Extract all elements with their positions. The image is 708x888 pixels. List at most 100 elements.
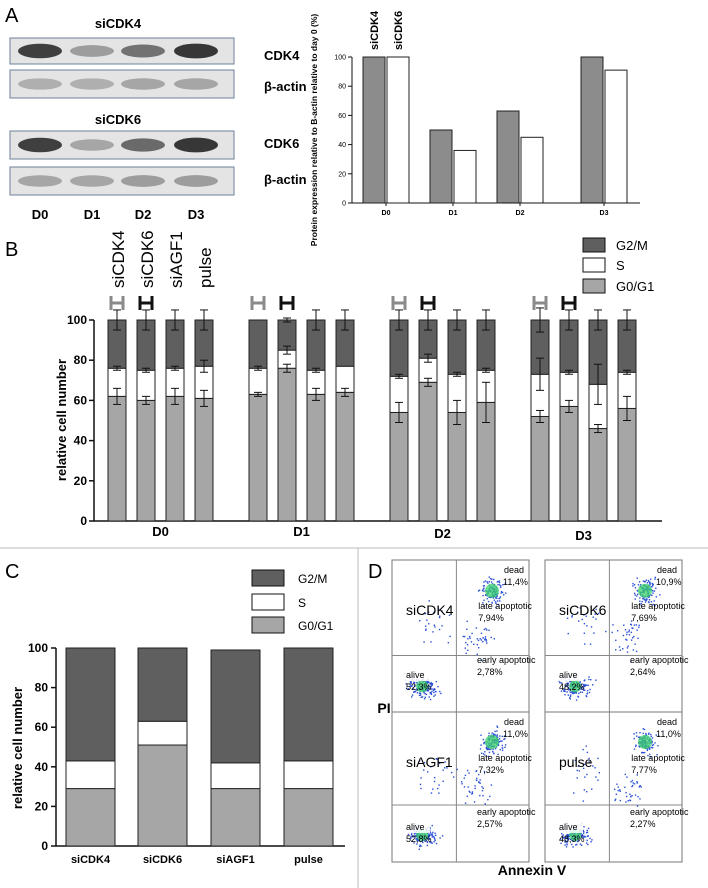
facs-event-dot: [496, 595, 498, 597]
facs-event-dot: [581, 686, 584, 688]
legend-swatch-g2m: [582, 237, 606, 253]
facs-event-dot: [577, 695, 579, 698]
facs-event-dot: [435, 834, 437, 837]
facs-event-dot: [474, 785, 476, 787]
facs-event-dot: [411, 835, 413, 837]
facs-event-dot: [494, 730, 496, 733]
facs-event-dot: [569, 838, 572, 841]
facs-event-dot: [467, 786, 469, 788]
facs-event-dot: [655, 734, 657, 736]
facs-event-dot: [498, 597, 501, 600]
blot-band: [174, 137, 218, 153]
facs-event-dot: [565, 835, 567, 837]
facs-event-dot: [432, 831, 434, 834]
facs-event-dot: [504, 744, 507, 746]
facs-event-dot: [564, 685, 566, 688]
chart-b-group-label: D3: [575, 528, 592, 543]
facs-event-dot: [418, 760, 421, 762]
blot-band: [121, 44, 165, 58]
facs-event-dot: [583, 763, 586, 766]
facs-event-dot: [583, 632, 586, 634]
facs-event-dot: [617, 786, 619, 788]
facs-event-dot: [468, 635, 471, 638]
facs-event-dot: [586, 829, 588, 832]
facs-event-dot: [503, 594, 505, 596]
facs-event-dot: [491, 601, 493, 604]
facs-event-dot: [432, 835, 434, 837]
panel-letter-c: C: [5, 561, 19, 583]
chart-a-bar: [580, 56, 604, 204]
facs-event-dot: [587, 684, 589, 687]
facs-event-dot: [435, 758, 437, 760]
facs-event-dot: [430, 693, 433, 696]
facs-event-dot: [635, 735, 638, 737]
facs-event-dot: [490, 784, 493, 786]
facs-event-dot: [501, 740, 503, 742]
facs-event-dot: [431, 690, 433, 693]
facs-event-dot: [470, 641, 473, 643]
facs-event-dot: [569, 698, 571, 700]
facs-event-dot: [482, 594, 484, 597]
facs-event-dot: [625, 638, 627, 641]
facs-event-dot: [418, 692, 421, 694]
chart-c-bar-s: [65, 760, 116, 790]
facs-event-dot: [413, 835, 416, 837]
facs-event-dot: [583, 836, 585, 839]
facs-event-dot: [476, 777, 478, 780]
facs-event-dot: [634, 594, 636, 596]
facs-event-dot: [559, 838, 562, 840]
facs-event-dot: [420, 787, 422, 790]
facs-event-dot: [487, 600, 490, 603]
facs-event-dot: [480, 734, 482, 736]
facs-event-dot: [567, 686, 569, 689]
facs-event-dot: [431, 833, 433, 835]
facs-event-dot: [586, 839, 588, 842]
facs-event-dot: [484, 594, 487, 596]
facs-event-dot: [631, 779, 634, 782]
facs-event-dot: [588, 757, 590, 760]
facs-event-dot: [568, 689, 570, 691]
legend-swatch-s: [582, 257, 606, 273]
facs-event-dot: [416, 838, 418, 840]
blot-band: [18, 137, 62, 153]
facs-event-dot: [641, 600, 643, 603]
facs-event-dot: [414, 691, 417, 693]
facs-event-dot: [430, 641, 432, 643]
facs-event-dot: [572, 692, 574, 695]
facs-event-dot: [592, 616, 594, 618]
facs-event-dot: [501, 744, 504, 747]
facs-event-dot: [468, 772, 470, 774]
facs-event-dot: [598, 772, 601, 774]
blot-band: [18, 175, 62, 187]
facs-sample-name: siCDK6: [559, 602, 607, 618]
chart-b-bar-s: [136, 369, 156, 401]
blot-label-actin-1: β-actin: [264, 79, 307, 94]
facs-event-dot: [578, 692, 580, 695]
facs-event-dot: [407, 833, 410, 836]
facs-event-dot: [657, 735, 660, 737]
facs-event-dot: [438, 792, 440, 794]
facs-event-dot: [413, 682, 415, 684]
facs-alive-value: 52,3%: [406, 682, 432, 692]
facs-event-dot: [630, 661, 632, 663]
facs-event-dot: [589, 837, 591, 840]
facs-event-dot: [633, 733, 635, 735]
facs-event-dot: [485, 640, 488, 642]
facs-event-dot: [418, 845, 421, 848]
facs-event-dot: [484, 754, 486, 756]
facs-event-dot: [652, 584, 654, 587]
facs-event-dot: [420, 777, 422, 779]
facs-event-dot: [586, 689, 589, 692]
facs-event-dot: [501, 591, 504, 594]
facs-event-dot: [567, 837, 569, 839]
facs-event-dot: [497, 583, 499, 586]
facs-event-dot: [651, 746, 654, 749]
facs-event-dot: [576, 777, 578, 779]
chart-a: Protein expression relative to B-actin r…: [309, 10, 640, 246]
facs-event-dot: [483, 587, 485, 589]
facs-event-dot: [655, 596, 658, 598]
facs-event-dot: [412, 835, 414, 838]
facs-event-dot: [438, 762, 441, 765]
facs-event-dot: [483, 599, 485, 601]
facs-event-dot: [423, 761, 426, 764]
